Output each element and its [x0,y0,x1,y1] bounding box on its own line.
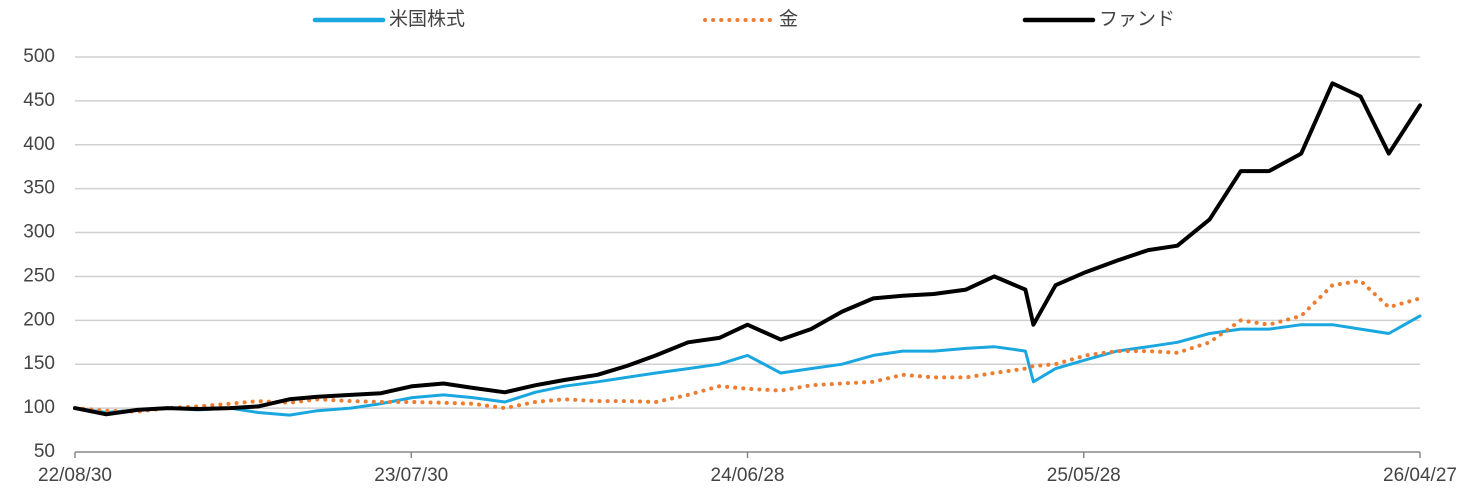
series-line [73,278,1422,414]
y-tick-label: 100 [23,397,55,418]
legend-label: 金 [779,8,798,30]
legend-label: ファンド [1099,9,1175,30]
x-tick-label: 23/07/30 [374,465,448,486]
y-tick-label: 200 [23,309,55,330]
legend-label: 米国株式 [389,8,465,30]
y-tick-label: 300 [23,222,55,243]
y-tick-label: 350 [23,178,55,199]
y-tick-label: 150 [23,353,55,374]
y-tick-label: 500 [23,46,55,67]
series-line [73,81,1422,417]
x-tick-label: 26/04/27 [1383,465,1457,486]
x-tick-label: 22/08/30 [38,465,112,486]
y-tick-label: 450 [23,90,55,111]
y-tick-label: 50 [34,441,55,462]
x-tick-label: 24/06/28 [711,465,785,486]
series-line [73,314,1422,417]
y-tick-label: 250 [23,265,55,286]
y-tick-label: 400 [23,134,55,155]
x-tick-label: 25/05/28 [1047,465,1121,486]
